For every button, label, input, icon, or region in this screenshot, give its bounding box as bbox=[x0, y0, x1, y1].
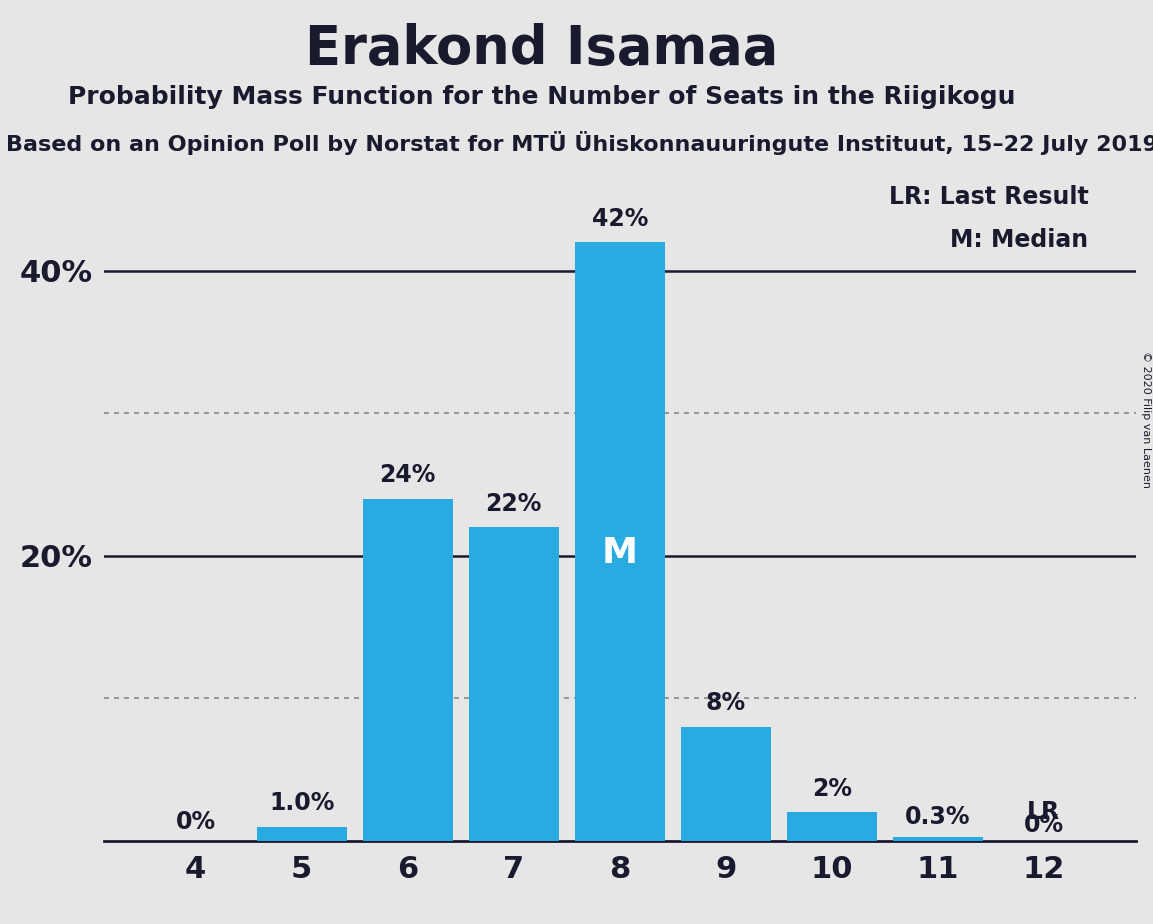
Text: © 2020 Filip van Laenen: © 2020 Filip van Laenen bbox=[1140, 351, 1151, 488]
Bar bbox=[363, 499, 453, 841]
Text: M: Median: M: Median bbox=[950, 228, 1088, 252]
Text: 2%: 2% bbox=[812, 777, 852, 801]
Text: 0%: 0% bbox=[1024, 812, 1064, 836]
Text: 42%: 42% bbox=[591, 207, 648, 231]
Text: Probability Mass Function for the Number of Seats in the Riigikogu: Probability Mass Function for the Number… bbox=[68, 85, 1016, 109]
Bar bbox=[257, 827, 347, 841]
Text: Erakond Isamaa: Erakond Isamaa bbox=[306, 23, 778, 75]
Text: 24%: 24% bbox=[379, 463, 436, 487]
Bar bbox=[468, 528, 559, 841]
Text: 1.0%: 1.0% bbox=[269, 791, 334, 815]
Bar bbox=[892, 836, 982, 841]
Text: M: M bbox=[602, 537, 638, 570]
Bar bbox=[574, 242, 665, 841]
Text: LR: LR bbox=[1027, 800, 1061, 823]
Text: LR: Last Result: LR: Last Result bbox=[889, 185, 1088, 209]
Text: 0.3%: 0.3% bbox=[905, 806, 971, 830]
Text: 0%: 0% bbox=[175, 809, 216, 833]
Bar bbox=[786, 812, 876, 841]
Bar bbox=[680, 727, 771, 841]
Text: 22%: 22% bbox=[485, 492, 542, 516]
Text: Based on an Opinion Poll by Norstat for MTÜ Ühiskonnauuringute Instituut, 15–22 : Based on an Opinion Poll by Norstat for … bbox=[6, 131, 1153, 155]
Text: 8%: 8% bbox=[706, 691, 746, 715]
